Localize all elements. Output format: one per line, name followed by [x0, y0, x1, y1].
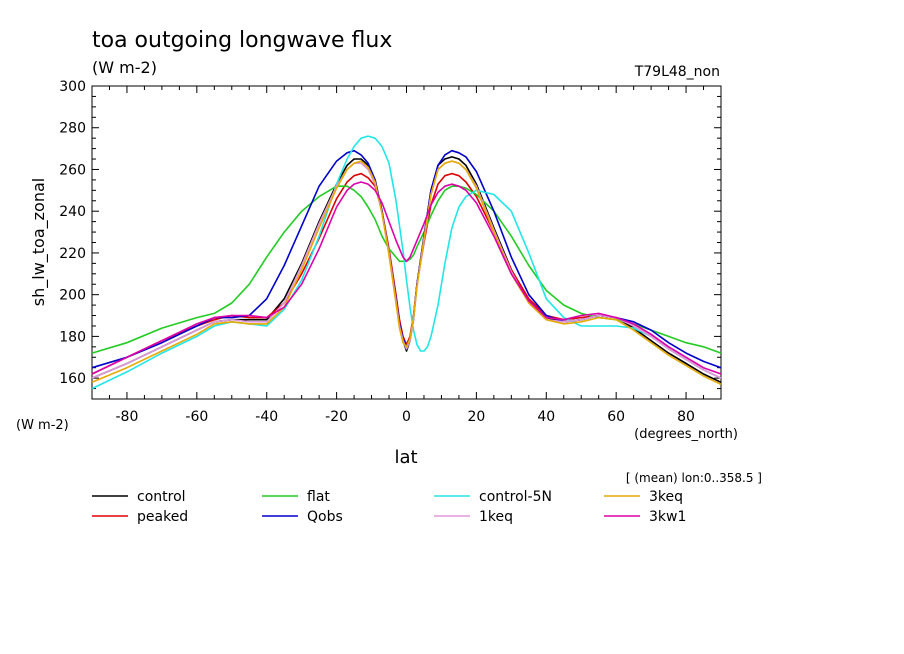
- x-tick-label: -20: [325, 409, 348, 425]
- x-tick-label: -80: [116, 409, 139, 425]
- legend-label-Qobs: Qobs: [307, 509, 343, 525]
- y-tick-label: 220: [59, 246, 86, 262]
- series-line-flat: [91, 185, 722, 354]
- plot-area: -80 -60 -40 -20 0 20 40 60 80 160 180 200 220 240 260 2…: [59, 79, 722, 425]
- y-tick-label: 160: [59, 371, 86, 387]
- plot-frame: [91, 85, 722, 400]
- x-tick-label: -40: [255, 409, 278, 425]
- legend-label-control: control: [137, 489, 186, 505]
- legend-label-peaked: peaked: [137, 509, 188, 525]
- y-tick-label: 200: [59, 288, 86, 304]
- series-line-3kw1: [91, 181, 722, 375]
- x-tick-label: -60: [185, 409, 208, 425]
- legend-label-3keq: 3keq: [649, 489, 683, 505]
- legend-label-control-5N: control-5N: [479, 489, 552, 505]
- y-tick-label: 260: [59, 162, 86, 178]
- chart-title: toa outgoing longwave flux: [92, 28, 392, 53]
- x-tick-label: 20: [467, 409, 485, 425]
- chart-subtitle: (W m-2): [92, 58, 157, 77]
- series-lines: [91, 135, 722, 390]
- axis-ticks: -80 -60 -40 -20 0 20 40 60 80 160 180 200 220 240 260 2…: [59, 79, 722, 425]
- x-axis-label: lat: [394, 447, 417, 468]
- series-line-3keq: [91, 160, 722, 386]
- y-tick-label: 180: [59, 329, 86, 345]
- mean-annotation: [ (mean) lon:0..358.5 ]: [626, 471, 762, 485]
- x-units-label: (degrees_north): [634, 427, 738, 442]
- legend: control peaked flat Qobs control-5N 1keq 3keq 3…: [92, 489, 686, 525]
- run-label: T79L48_non: [634, 64, 720, 80]
- y-units-label: (W m-2): [16, 418, 69, 433]
- legend-label-flat: flat: [307, 489, 330, 505]
- legend-label-1keq: 1keq: [479, 509, 513, 525]
- y-tick-label: 280: [59, 121, 86, 137]
- x-tick-label: 0: [402, 409, 411, 425]
- x-tick-label: 80: [677, 409, 695, 425]
- x-tick-label: 60: [607, 409, 625, 425]
- y-tick-label: 300: [59, 79, 86, 95]
- y-axis-label: sh_lw_toa_zonal: [29, 178, 49, 306]
- x-tick-label: 40: [537, 409, 555, 425]
- y-tick-label: 240: [59, 204, 86, 220]
- legend-label-3kw1: 3kw1: [649, 509, 686, 525]
